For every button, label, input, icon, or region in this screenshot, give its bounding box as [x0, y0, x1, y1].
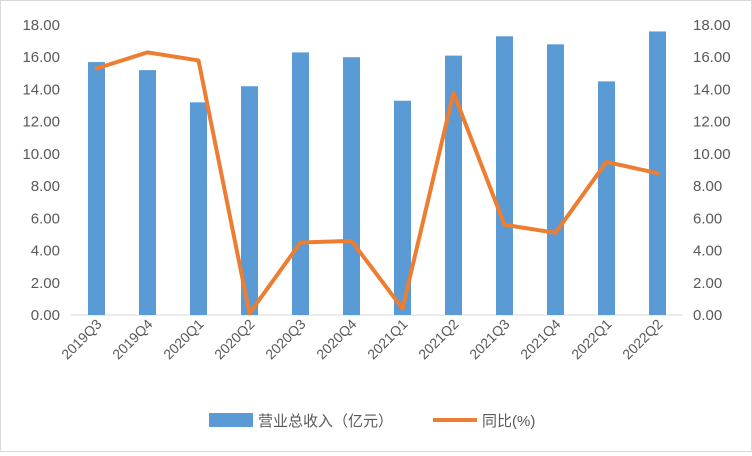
right-y-tick-label: 12.00 — [693, 114, 731, 131]
bar — [88, 62, 105, 315]
bar — [139, 70, 156, 315]
right-y-tick-label: 8.00 — [693, 178, 722, 195]
x-tick-label: 2020Q4 — [313, 316, 360, 363]
left-y-tick-label: 4.00 — [31, 243, 60, 260]
bar — [292, 52, 309, 315]
x-tick-label: 2020Q1 — [160, 316, 207, 363]
bar — [496, 36, 513, 315]
legend-line-label: 同比(%) — [482, 413, 535, 430]
x-tick-label: 2019Q4 — [109, 316, 156, 363]
right-y-tick-label: 2.00 — [693, 275, 722, 292]
x-tick-label: 2021Q1 — [364, 316, 411, 363]
left-y-tick-label: 0.00 — [31, 307, 60, 324]
bar — [190, 102, 207, 315]
line-series — [96, 52, 657, 313]
x-tick-label: 2021Q2 — [415, 316, 462, 363]
x-tick-label: 2021Q4 — [517, 316, 564, 363]
right-y-tick-label: 6.00 — [693, 210, 722, 227]
bar — [547, 44, 564, 315]
right-y-axis: 0.00 2.00 4.00 6.00 8.00 10.00 12.00 14.00 16.00… — [693, 17, 731, 324]
left-y-tick-label: 10.00 — [22, 146, 60, 163]
left-y-axis: 0.00 2.00 4.00 6.00 8.00 10.00 12.00 14.00 16.00… — [22, 17, 60, 324]
x-tick-label: 2019Q3 — [58, 316, 105, 363]
x-tick-label: 2020Q3 — [262, 316, 309, 363]
left-y-tick-label: 8.00 — [31, 178, 60, 195]
x-tick-label: 2020Q2 — [211, 316, 258, 363]
bar — [598, 81, 615, 315]
legend: 营业总收入（亿元） 同比(%) — [209, 413, 535, 430]
right-y-tick-label: 14.00 — [693, 81, 731, 98]
left-y-tick-label: 14.00 — [22, 81, 60, 98]
bar — [343, 57, 360, 315]
right-y-tick-label: 10.00 — [693, 146, 731, 163]
left-y-tick-label: 16.00 — [22, 49, 60, 66]
right-y-tick-label: 4.00 — [693, 243, 722, 260]
x-tick-label: 2022Q1 — [568, 316, 615, 363]
series-line — [97, 52, 658, 313]
left-y-tick-label: 18.00 — [22, 17, 60, 34]
x-tick-label: 2022Q2 — [619, 316, 666, 363]
left-y-tick-label: 12.00 — [22, 114, 60, 131]
left-y-tick-label: 2.00 — [31, 275, 60, 292]
right-y-tick-label: 16.00 — [693, 49, 731, 66]
legend-bar-swatch — [209, 413, 253, 427]
right-y-tick-label: 18.00 — [693, 17, 731, 34]
left-y-tick-label: 6.00 — [31, 210, 60, 227]
x-tick-label: 2021Q3 — [466, 316, 513, 363]
right-y-tick-label: 0.00 — [693, 307, 722, 324]
legend-bar-label: 营业总收入（亿元） — [258, 413, 393, 430]
